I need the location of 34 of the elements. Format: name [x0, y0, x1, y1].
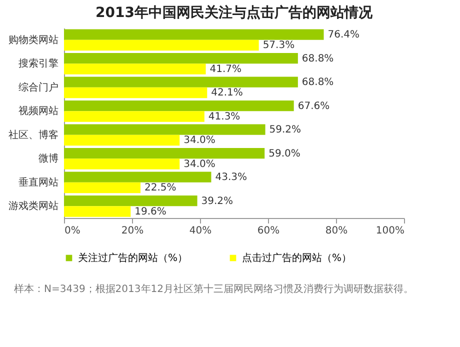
x-tick-label: 60%: [257, 226, 280, 236]
x-tick-label: 40%: [189, 226, 212, 236]
data-label: 59.0%: [268, 148, 300, 160]
y-tick-label: 游戏类网站: [8, 200, 58, 212]
data-label: 68.8%: [302, 53, 334, 64]
legend-label: 关注过广告的网站（%）: [78, 252, 188, 264]
data-label: 39.2%: [201, 196, 234, 207]
legend-label: 点击过广告的网站（%）: [242, 252, 352, 264]
text: 样本：N=3439；根据2013年12月社区第十三届网民网络习惯及消费行为调研数据获得。: [14, 283, 414, 296]
y-tick-label: 综合门户: [18, 81, 58, 94]
x-tick-label: 20%: [121, 226, 144, 236]
x-tick-label: 100%: [376, 226, 404, 236]
data-label: 41.7%: [210, 64, 242, 75]
data-label: 22.5%: [144, 182, 176, 194]
data-label: 68.8%: [302, 77, 334, 88]
data-label: 19.6%: [134, 206, 166, 218]
data-label: 59.2%: [269, 124, 302, 136]
x-tick-label: 80%: [325, 226, 348, 236]
data-label: 43.3%: [215, 172, 247, 184]
y-tick-label: 垂直网站: [18, 176, 58, 188]
data-label: 57.3%: [262, 40, 295, 52]
data-label: 41.3%: [208, 111, 240, 122]
data-label: 67.6%: [298, 100, 330, 112]
data-label: 42.1%: [211, 88, 243, 99]
y-tick-label: 社区、博客: [8, 128, 58, 141]
data-label: 34.0%: [184, 158, 216, 170]
y-tick-label: 微博: [38, 152, 58, 165]
data-label: 76.4%: [328, 30, 360, 41]
y-tick-label: 购物类网站: [8, 34, 58, 46]
y-tick-label: 视频网站: [18, 105, 58, 118]
y-tick-label: 搜索引擎: [18, 58, 58, 70]
chart-title: 2013年中国网民关注与点击广告的网站情况: [96, 4, 374, 21]
data-label: 34.0%: [184, 135, 216, 146]
x-tick-label: 0%: [64, 226, 80, 236]
